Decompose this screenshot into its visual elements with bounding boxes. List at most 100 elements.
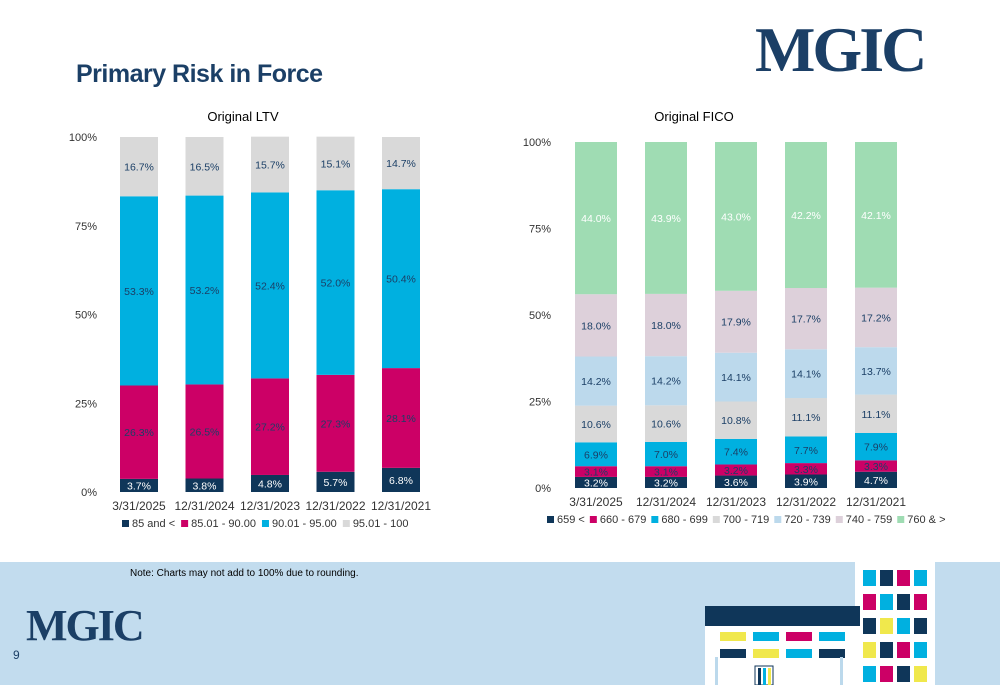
data-label: 15.1% bbox=[321, 158, 351, 170]
building-window bbox=[914, 618, 927, 634]
bar-segment bbox=[855, 347, 897, 395]
bar-segment bbox=[855, 460, 897, 472]
data-label: 27.2% bbox=[255, 422, 285, 434]
data-label: 3.2% bbox=[654, 477, 678, 489]
bar-segment bbox=[382, 467, 420, 492]
y-tick-label: 75% bbox=[75, 221, 97, 233]
data-label: 4.8% bbox=[258, 478, 282, 490]
building-window bbox=[897, 642, 910, 658]
bar-segment bbox=[251, 378, 289, 475]
bar-segment bbox=[785, 349, 827, 399]
bar-segment bbox=[645, 405, 687, 442]
bar-segment bbox=[316, 471, 355, 492]
data-label: 11.1% bbox=[792, 412, 821, 424]
legend-label: 740 - 759 bbox=[846, 514, 892, 526]
y-tick-label: 0% bbox=[81, 487, 97, 499]
legend-swatch bbox=[547, 516, 554, 523]
x-tick-label: 12/31/2022 bbox=[305, 499, 365, 513]
x-tick-label: 12/31/2024 bbox=[174, 499, 234, 513]
data-label: 50.4% bbox=[386, 274, 416, 286]
data-label: 53.3% bbox=[124, 286, 154, 298]
chart-title: Original FICO bbox=[654, 109, 733, 124]
bar-segment bbox=[120, 385, 158, 479]
x-tick-label: 12/31/2023 bbox=[240, 499, 300, 513]
data-label: 14.1% bbox=[791, 369, 821, 381]
bar-segment bbox=[785, 436, 827, 464]
data-label: 3.2% bbox=[584, 477, 608, 489]
data-label: 28.1% bbox=[386, 413, 416, 425]
building-illustration bbox=[705, 562, 935, 685]
chart-title: Original LTV bbox=[207, 109, 279, 124]
bar-segment bbox=[575, 405, 617, 443]
data-label: 26.5% bbox=[190, 426, 220, 438]
bar-segment bbox=[715, 290, 757, 353]
building-window bbox=[897, 570, 910, 586]
y-tick-label: 100% bbox=[523, 137, 551, 149]
footer-note: Note: Charts may not add to 100% due to … bbox=[130, 568, 359, 579]
bar-segment bbox=[382, 189, 420, 369]
y-tick-label: 75% bbox=[529, 224, 551, 236]
legend-swatch bbox=[181, 520, 189, 527]
page-number: 9 bbox=[13, 648, 20, 662]
mgic-logo-top: MGIC bbox=[755, 14, 927, 85]
bar-segment bbox=[382, 137, 420, 190]
building-window bbox=[863, 594, 876, 610]
legend-label: 85.01 - 90.00 bbox=[191, 518, 256, 530]
bar-segment bbox=[715, 438, 757, 465]
legend-label: 700 - 719 bbox=[723, 514, 769, 526]
bar-segment bbox=[575, 476, 617, 488]
bar-segment bbox=[785, 474, 827, 488]
x-tick-label: 12/31/2024 bbox=[636, 495, 696, 509]
bar-segment bbox=[645, 476, 687, 488]
bar-segment bbox=[645, 441, 687, 467]
data-label: 6.9% bbox=[584, 449, 608, 461]
bar-segment bbox=[316, 136, 355, 191]
bar-segment bbox=[785, 463, 827, 475]
bar-segment bbox=[185, 137, 224, 196]
building-window bbox=[897, 594, 910, 610]
data-label: 17.9% bbox=[721, 317, 751, 329]
ltv-chart: Original LTV 0% 25% 50% 75% 100% 3.7% 26.3% 53.3… bbox=[69, 109, 431, 530]
data-label: 17.2% bbox=[861, 312, 891, 324]
y-tick-label: 25% bbox=[529, 397, 551, 409]
data-label: 3.6% bbox=[724, 477, 748, 489]
bar-segment bbox=[645, 293, 687, 357]
data-label: 11.1% bbox=[862, 409, 891, 421]
legend-label: 85 and < bbox=[132, 518, 175, 530]
data-label: 16.7% bbox=[124, 162, 154, 174]
data-label: 52.0% bbox=[321, 278, 351, 290]
legend-label: 680 - 699 bbox=[661, 514, 707, 526]
data-label: 43.0% bbox=[721, 211, 751, 223]
data-label: 14.7% bbox=[386, 158, 416, 170]
legend-label: 95.01 - 100 bbox=[353, 518, 409, 530]
page-title: Primary Risk in Force bbox=[76, 60, 323, 88]
data-label: 53.2% bbox=[190, 285, 220, 297]
bar-segment bbox=[645, 466, 687, 477]
legend-swatch bbox=[835, 516, 843, 523]
bar-segment bbox=[120, 478, 158, 492]
bar-segment bbox=[120, 196, 158, 386]
x-tick-label: 12/31/2022 bbox=[776, 495, 836, 509]
data-label: 5.7% bbox=[324, 477, 348, 489]
building-window bbox=[914, 594, 927, 610]
bar-segment bbox=[251, 136, 289, 193]
bar-segment bbox=[316, 190, 355, 375]
building-window bbox=[786, 649, 812, 658]
data-label: 3.2% bbox=[724, 465, 748, 477]
data-label: 26.3% bbox=[124, 427, 154, 439]
data-label: 14.2% bbox=[651, 376, 681, 388]
legend-swatch bbox=[122, 520, 129, 527]
x-tick-label: 12/31/2023 bbox=[706, 495, 766, 509]
bar-segment bbox=[715, 475, 757, 488]
data-label: 42.1% bbox=[861, 210, 891, 222]
building-window bbox=[880, 642, 893, 658]
legend-label: 720 - 739 bbox=[784, 514, 830, 526]
bar-segment bbox=[251, 474, 289, 492]
building-window bbox=[753, 649, 779, 658]
legend-swatch bbox=[589, 516, 597, 523]
data-label: 52.4% bbox=[255, 280, 285, 292]
bar-segment bbox=[855, 142, 897, 288]
data-label: 17.7% bbox=[791, 314, 821, 326]
bar-segment bbox=[855, 471, 897, 488]
data-label: 7.0% bbox=[654, 449, 678, 461]
